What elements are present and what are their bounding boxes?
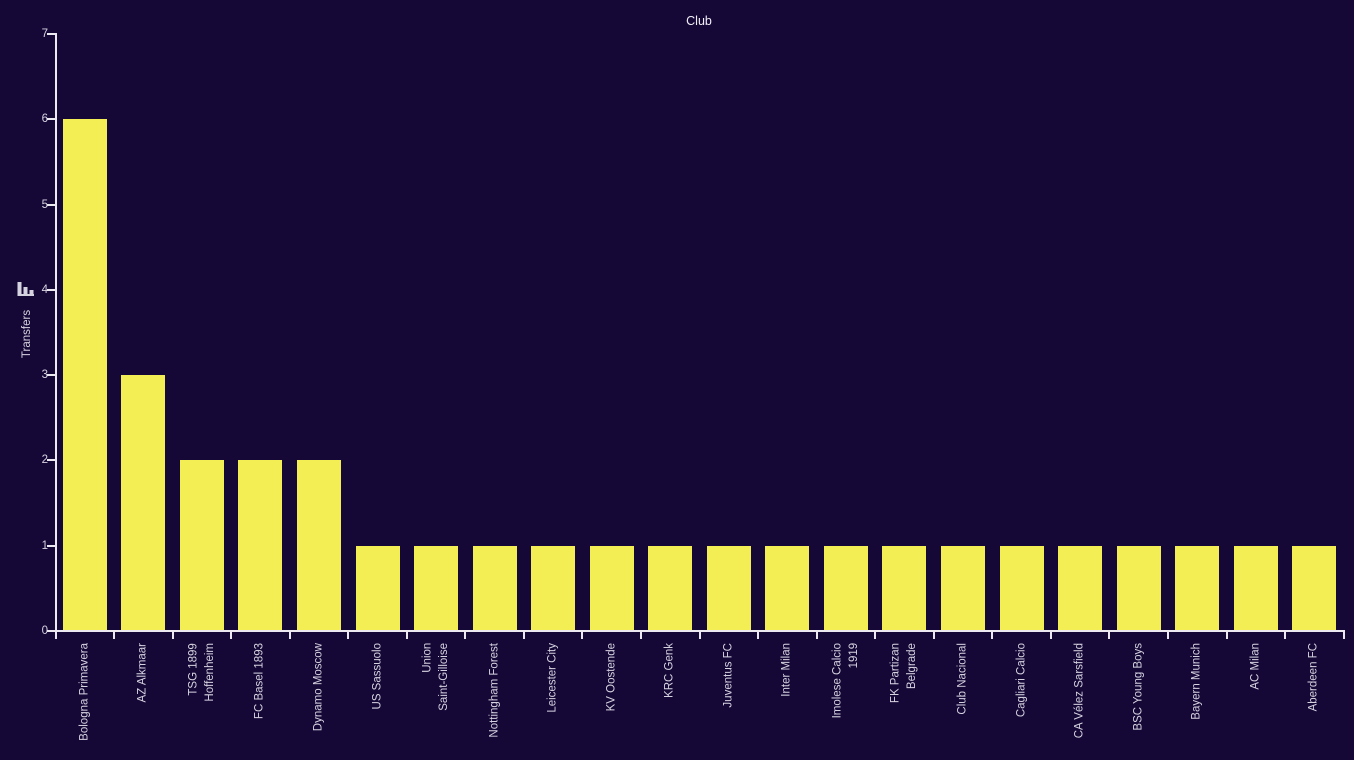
bar bbox=[238, 460, 283, 631]
x-tick-label: KV Oostende bbox=[605, 643, 618, 712]
x-tick bbox=[230, 631, 233, 639]
x-tick-label: Club Nacional bbox=[956, 643, 969, 715]
y-tick bbox=[47, 32, 55, 35]
x-tick bbox=[288, 631, 291, 639]
y-tick bbox=[47, 203, 55, 206]
y-tick-label: 1 bbox=[41, 539, 48, 552]
x-tick-label: Bologna Primavera bbox=[78, 643, 91, 741]
y-tick-label: 6 bbox=[41, 113, 48, 126]
x-tick bbox=[640, 631, 642, 639]
x-tick-label: Bayern Munich bbox=[1190, 643, 1203, 720]
x-tick bbox=[698, 631, 701, 639]
bar bbox=[823, 545, 868, 631]
x-tick-label: Leicester City bbox=[546, 643, 559, 713]
y-tick bbox=[47, 630, 55, 632]
x-tick bbox=[1049, 631, 1052, 639]
x-tick bbox=[1342, 631, 1345, 639]
x-tick-label: TSG 1899 Hoffenheim bbox=[187, 643, 216, 702]
x-tick bbox=[54, 631, 57, 639]
bar bbox=[531, 545, 576, 631]
bar bbox=[179, 460, 224, 631]
bar bbox=[706, 545, 751, 631]
x-tick bbox=[464, 631, 467, 639]
bar bbox=[472, 545, 517, 631]
bar bbox=[648, 545, 693, 631]
x-tick bbox=[874, 631, 877, 639]
y-tick bbox=[47, 544, 55, 547]
bar bbox=[355, 545, 400, 631]
bar bbox=[1292, 545, 1337, 631]
x-tick-label: Juventus FC bbox=[722, 643, 735, 708]
x-axis-line bbox=[54, 630, 1345, 632]
bar bbox=[589, 545, 634, 631]
x-tick bbox=[581, 631, 584, 639]
y-axis-line bbox=[54, 33, 57, 632]
bar bbox=[765, 545, 810, 631]
y-tick-label: 3 bbox=[41, 369, 48, 382]
x-tick-label: Inter Milan bbox=[781, 643, 794, 697]
x-tick-label: CA Vélez Sarsfield bbox=[1073, 643, 1086, 739]
x-tick-label: Nottingham Forest bbox=[488, 643, 501, 738]
x-tick bbox=[405, 631, 408, 639]
bar-chart-icon bbox=[17, 282, 34, 296]
x-tick bbox=[932, 631, 935, 639]
y-tick bbox=[47, 288, 55, 291]
x-tick bbox=[1225, 631, 1228, 639]
x-tick-label: AC Milan bbox=[1249, 643, 1262, 690]
x-tick bbox=[1284, 631, 1287, 639]
x-tick-label: US Sassuolo bbox=[371, 643, 384, 710]
x-tick-label: Imolese Calcio 1919 bbox=[831, 643, 860, 719]
bar bbox=[414, 545, 459, 631]
bar bbox=[999, 545, 1044, 631]
x-tick-label: Dynamo Moscow bbox=[312, 643, 325, 732]
bar bbox=[121, 375, 166, 631]
x-tick bbox=[113, 631, 116, 639]
bar bbox=[1175, 545, 1220, 631]
bar bbox=[882, 545, 927, 631]
x-tick bbox=[1166, 631, 1169, 639]
x-tick-label: Union Saint-Gilloise bbox=[421, 643, 451, 711]
y-tick bbox=[47, 118, 55, 121]
x-tick-label: Aberdeen FC bbox=[1307, 643, 1320, 712]
bar bbox=[941, 545, 986, 631]
x-tick-label: FK Partizan Belgrade bbox=[889, 643, 919, 704]
y-tick-label: 4 bbox=[41, 283, 48, 296]
x-tick-label: KRC Genk bbox=[663, 643, 676, 698]
x-tick bbox=[1108, 631, 1111, 639]
y-tick bbox=[47, 374, 55, 377]
y-tick-label: 2 bbox=[41, 454, 48, 467]
bar bbox=[296, 460, 341, 631]
x-tick-label: AZ Alkmaar bbox=[136, 643, 149, 703]
bar bbox=[62, 119, 107, 631]
x-tick bbox=[347, 631, 350, 639]
x-tick bbox=[522, 631, 525, 639]
x-tick-label: Cagliari Calcio bbox=[1015, 643, 1028, 718]
x-tick-label: FC Basel 1893 bbox=[254, 643, 267, 720]
y-axis-label: Transfers bbox=[21, 309, 33, 359]
x-tick bbox=[757, 631, 760, 639]
bar bbox=[1058, 545, 1103, 631]
y-tick-label: 7 bbox=[41, 27, 48, 40]
y-tick bbox=[47, 459, 55, 462]
y-tick-label: 0 bbox=[41, 625, 48, 637]
x-tick bbox=[815, 631, 818, 639]
x-tick bbox=[171, 631, 174, 639]
x-tick-label: BSC Young Boys bbox=[1132, 643, 1145, 731]
bar bbox=[1116, 545, 1161, 631]
chart-title: Club bbox=[686, 14, 712, 28]
x-tick bbox=[991, 631, 994, 639]
bar bbox=[1233, 545, 1278, 631]
y-tick-label: 5 bbox=[41, 198, 48, 211]
